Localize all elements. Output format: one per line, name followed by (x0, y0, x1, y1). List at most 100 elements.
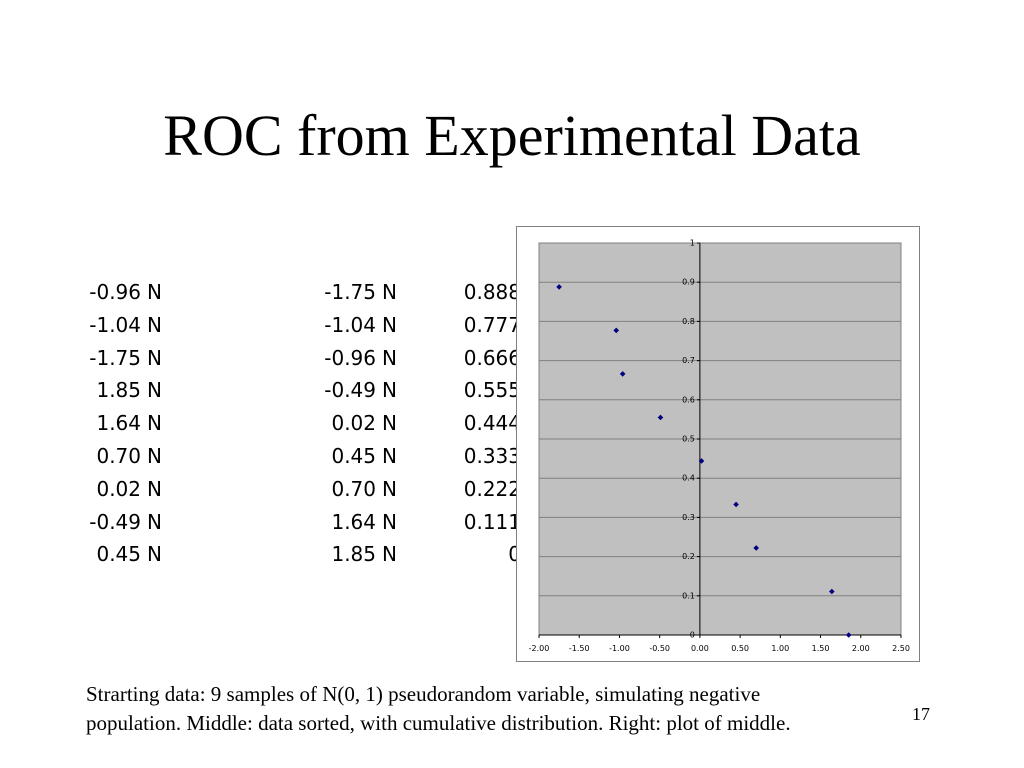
data-point (613, 327, 620, 334)
table-row: -1.04 N -1.04 N 0.777 (56, 309, 521, 342)
sorted-tag: N (382, 476, 397, 501)
x-tick-label: 0.50 (731, 644, 749, 653)
x-tick-label: 2.00 (852, 644, 870, 653)
table-row: 0.02 N 0.70 N 0.222 (56, 473, 521, 506)
column-gap (175, 276, 291, 309)
cumulative-value: 0.555 (463, 378, 521, 403)
raw-value: 0.02 (96, 476, 141, 501)
y-tick-label: 0.6 (682, 395, 695, 404)
raw-tag: N (147, 443, 162, 468)
raw-tag: N (147, 476, 162, 501)
table-row: -1.75 N -0.96 N 0.666 (56, 342, 521, 375)
x-tick-label: -2.00 (529, 644, 550, 653)
sorted-tag: N (382, 509, 397, 534)
sorted-tag: N (382, 280, 397, 304)
raw-tag: N (147, 411, 162, 436)
sorted-tag: N (382, 542, 397, 567)
raw-value: 0.45 (96, 542, 141, 567)
raw-value: 1.85 (96, 378, 141, 403)
sorted-tag: N (382, 443, 397, 468)
sorted-tag: N (382, 411, 397, 436)
y-tick-label: 0.1 (682, 591, 695, 600)
data-point (845, 632, 852, 638)
cumulative-value: 0.222 (463, 476, 521, 501)
chart-frame: 0 0.1 0.2 0.3 0.4 0.5 0.6 0.7 0.8 0.9 1 -2.00 -1.50-… (516, 226, 920, 662)
cumulative-value: 0.333 (463, 443, 521, 468)
column-gap (175, 473, 291, 506)
table-row: -0.49 N 1.64 N 0.111 (56, 506, 521, 539)
slide-number: 17 (912, 704, 930, 724)
raw-value: -0.49 (89, 509, 141, 534)
raw-value: 1.64 (96, 411, 141, 436)
raw-tag: N (147, 509, 162, 534)
cumulative-value: 0.777 (463, 312, 521, 337)
sorted-value: -1.75 (324, 280, 376, 304)
sorted-value: 1.64 (331, 509, 376, 534)
x-tick-label: 2.50 (892, 644, 910, 653)
cumulative-value: 0 (508, 542, 521, 567)
y-tick-label: 0.9 (682, 278, 695, 287)
cumulative-value: 0.444 (463, 411, 521, 436)
raw-value: -1.04 (89, 312, 141, 337)
raw-value: -0.96 (89, 280, 141, 304)
raw-tag: N (147, 345, 162, 370)
cumulative-value: 0.666 (463, 345, 521, 370)
table-row: -0.96 N -1.75 N 0.888 (56, 276, 521, 309)
raw-tag: N (147, 542, 162, 567)
table-row: 1.85 N -0.49 N 0.555 (56, 374, 521, 407)
caption: Strarting data: 9 samples of N(0, 1) pse… (86, 680, 966, 738)
sorted-value: -0.96 (324, 345, 376, 370)
x-tick-label: 1.50 (812, 644, 830, 653)
cumulative-value: 0.111 (463, 509, 521, 534)
table-row: 0.70 N 0.45 N 0.333 (56, 440, 521, 473)
y-tick-label: 0.8 (682, 317, 695, 326)
column-gap (175, 538, 291, 571)
x-tick-label: -1.50 (569, 644, 590, 653)
column-gap (175, 374, 291, 407)
y-tick-label: 0.5 (682, 435, 695, 444)
scatter-chart: 00.10.20.30.40.50.60.70.80.91-2.00 -1.50-… (529, 239, 910, 654)
table-row: 0.45 N 1.85 N 0 (56, 538, 521, 571)
slide-title: ROC from Experimental Data (163, 103, 861, 168)
y-tick-label: 0.7 (682, 356, 695, 365)
data-point (829, 588, 835, 595)
sorted-tag: N (382, 312, 397, 337)
raw-tag: N (147, 280, 162, 304)
data-table: -0.96 N -1.75 N 0.888 -1.04 N -1.04 N 0.777 -1.75 N… (56, 276, 521, 571)
column-gap (175, 342, 291, 375)
sorted-value: -0.49 (324, 378, 376, 403)
x-tick-label: -0.50 (649, 644, 670, 653)
raw-value: 0.70 (96, 443, 141, 468)
x-tick-label: 1.00 (771, 644, 789, 653)
data-point (698, 458, 705, 464)
column-gap (175, 309, 291, 342)
column-gap (175, 407, 291, 440)
raw-tag: N (147, 312, 162, 337)
sorted-value: 0.70 (331, 476, 376, 501)
y-tick-label: 1 (690, 239, 695, 248)
caption-line-2: population. Middle: data sorted, with cu… (86, 711, 791, 735)
data-point (733, 501, 739, 508)
data-point (657, 414, 664, 421)
sorted-value: 1.85 (331, 542, 376, 567)
y-tick-label: 0.4 (682, 474, 695, 483)
cumulative-value: 0.888 (463, 280, 521, 304)
sorted-value: -1.04 (324, 312, 376, 337)
sorted-tag: N (382, 345, 397, 370)
data-table-body: -0.96 N -1.75 N 0.888 -1.04 N -1.04 N 0.777 -1.75 N… (56, 276, 521, 571)
column-gap (175, 506, 291, 539)
raw-tag: N (147, 378, 162, 403)
sorted-value: 0.02 (331, 411, 376, 436)
data-point (753, 545, 759, 551)
column-gap (175, 440, 291, 473)
y-tick-label: 0.3 (682, 513, 695, 522)
data-point (556, 284, 562, 290)
raw-value: -1.75 (89, 345, 141, 370)
x-tick-label: 0.00 (691, 644, 709, 653)
sorted-tag: N (382, 378, 397, 403)
table-row: 1.64 N 0.02 N 0.444 (56, 407, 521, 440)
y-tick-label: 0.2 (682, 552, 695, 561)
sorted-value: 0.45 (331, 443, 376, 468)
caption-line-1: Strarting data: 9 samples of N(0, 1) pse… (86, 682, 761, 706)
x-tick-label: -1.00 (609, 644, 630, 653)
